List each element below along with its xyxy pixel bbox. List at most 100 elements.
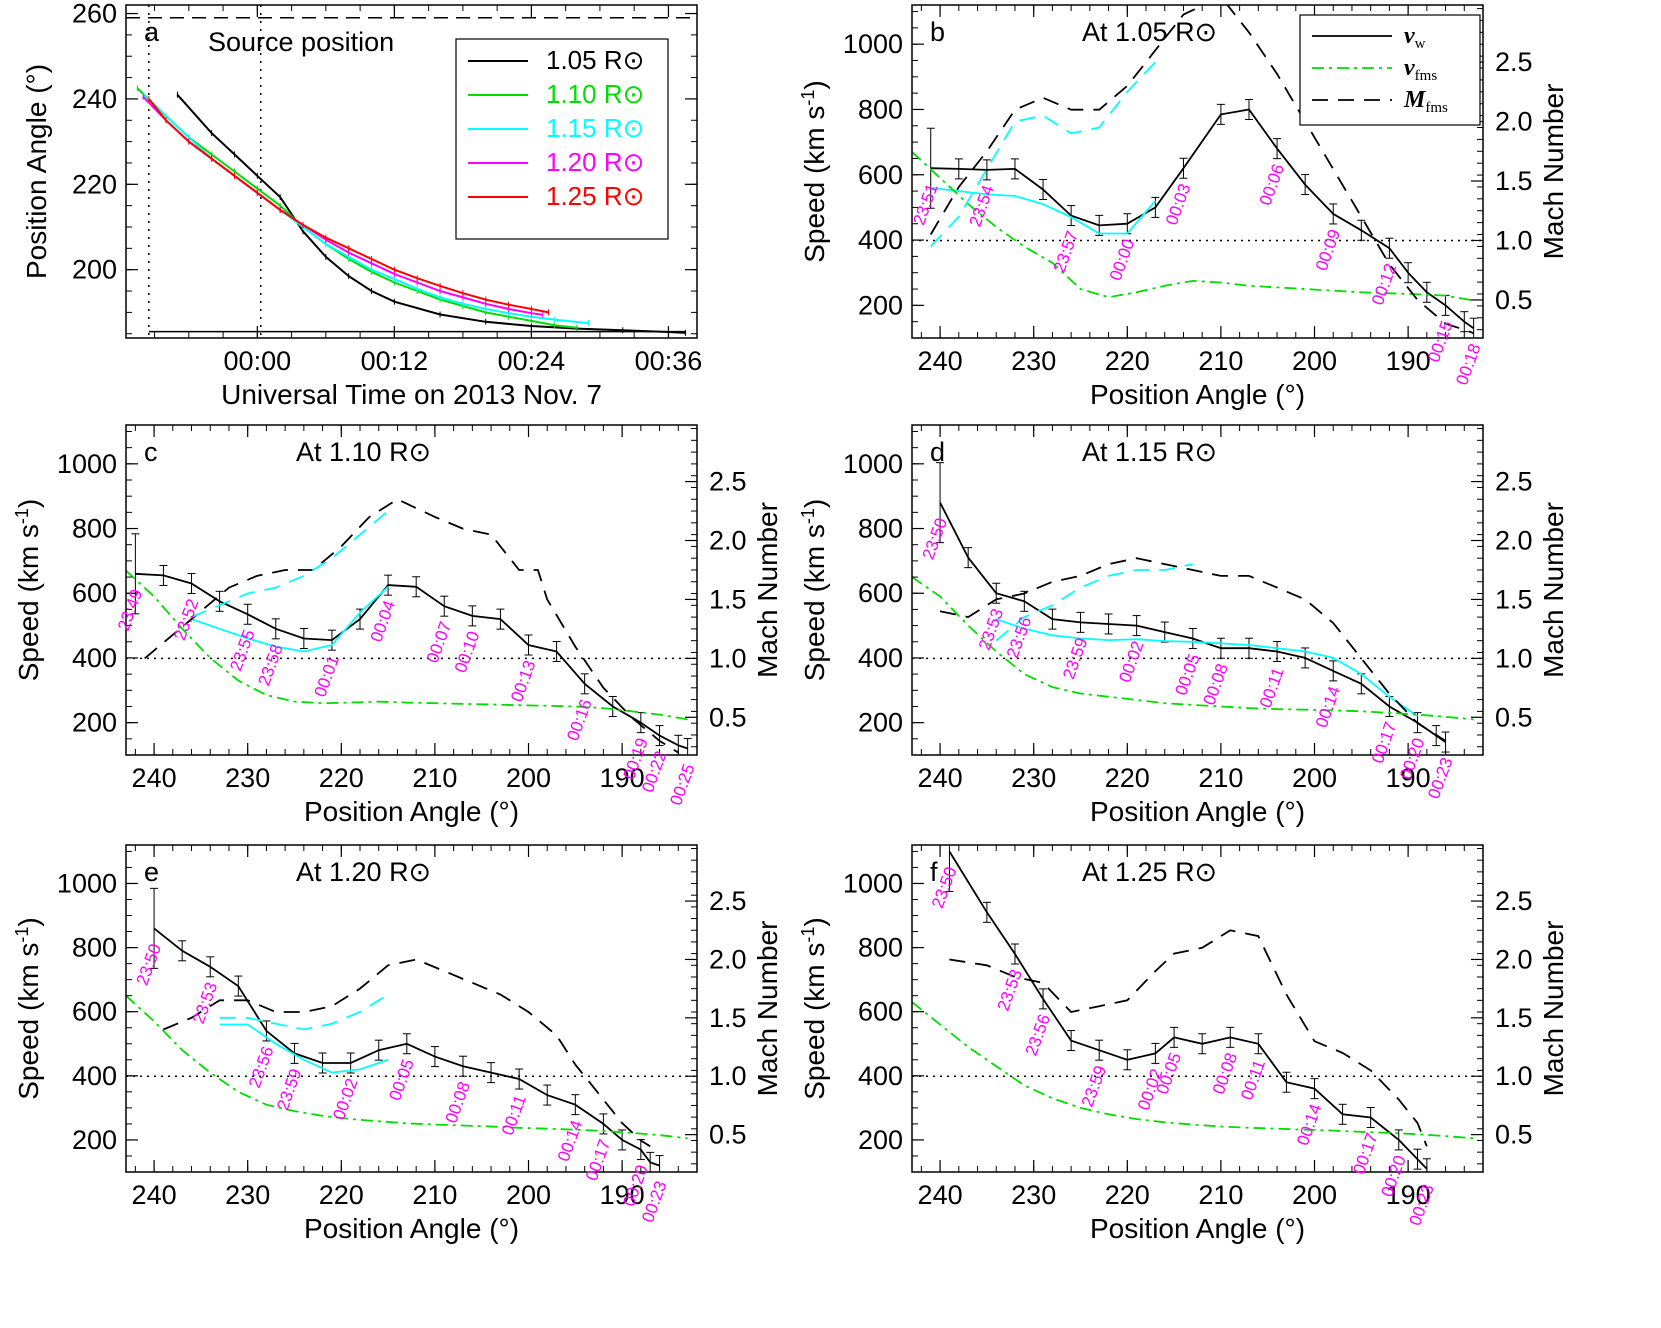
- y2-tick-label: 2.5: [1495, 886, 1533, 916]
- y2-tick-label: 0.5: [1495, 1120, 1533, 1150]
- y-tick-label: 600: [72, 997, 117, 1027]
- time-label: 00:06: [1256, 162, 1288, 208]
- legend-label: 1.15 R⊙: [546, 113, 644, 143]
- time-label: 00:00: [1106, 237, 1138, 283]
- x-axis-label: Position Angle (°): [1090, 796, 1305, 827]
- y-tick-label: 800: [858, 514, 903, 544]
- y2-tick-label: 1.5: [1495, 1003, 1533, 1033]
- y2-tick-label: 0.5: [709, 1120, 747, 1150]
- y-tick-label: 200: [858, 1125, 903, 1155]
- y2-tick-label: 1.5: [709, 584, 747, 614]
- y2-tick-label: 2.5: [1495, 47, 1533, 77]
- x-tick-label: 210: [1198, 763, 1243, 793]
- y-tick-label: 260: [72, 0, 117, 29]
- series-line-vw: [135, 572, 688, 750]
- time-label: 00:08: [1200, 661, 1232, 707]
- legend-box: [455, 38, 669, 240]
- y2-tick-label: 1.5: [709, 1003, 747, 1033]
- time-label: 00:25: [666, 761, 698, 807]
- y-tick-label: 200: [72, 255, 117, 285]
- y-tick-label: 1000: [57, 868, 117, 898]
- axes-frame: [911, 4, 1484, 339]
- y2-tick-label: 2.0: [709, 944, 747, 974]
- series-line-Mfms: [949, 929, 1428, 1147]
- y-tick-label: 600: [72, 578, 117, 608]
- axes-frame: [125, 4, 698, 339]
- time-label: 23:53: [994, 967, 1026, 1013]
- axes-frame: [125, 424, 698, 756]
- y2-tick-label: 1.0: [1495, 1061, 1533, 1091]
- y2-tick-label: 2.5: [709, 886, 747, 916]
- x-tick-label: 220: [1105, 346, 1150, 376]
- axes-frame: [911, 844, 1484, 1173]
- y-tick-label: 800: [858, 94, 903, 124]
- time-label: 23:59: [1078, 1063, 1110, 1109]
- y-tick-label: 400: [858, 643, 903, 673]
- x-tick-label: 200: [1292, 763, 1337, 793]
- y-tick-label: 400: [72, 643, 117, 673]
- time-label: 00:10: [451, 629, 483, 675]
- x-tick-label: 210: [1198, 1180, 1243, 1210]
- y2-axis-label: Mach Number: [1538, 84, 1569, 260]
- y2-tick-label: 1.5: [1495, 166, 1533, 196]
- x-tick-label: 210: [1198, 346, 1243, 376]
- x-tick-label: 240: [132, 763, 177, 793]
- y-tick-label: 200: [72, 1125, 117, 1155]
- x-tick-label: 220: [1105, 763, 1150, 793]
- y-tick-label: 600: [858, 997, 903, 1027]
- series-line-1: [136, 87, 578, 329]
- y2-axis-label: Mach Number: [752, 502, 783, 678]
- time-label: 00:07: [423, 619, 455, 665]
- x-tick-label: 190: [1386, 1180, 1431, 1210]
- y-tick-label: 1000: [843, 29, 903, 59]
- series-line-vfms: [126, 995, 688, 1140]
- y-axis-label: Speed (km s-1): [12, 499, 44, 682]
- legend-label: 1.20 R⊙: [546, 147, 644, 177]
- legend-box: [1299, 14, 1481, 126]
- panel-c: 240 230 220 210 200 190 200 400 600 800 1000 0.5 1.0…: [12, 424, 783, 827]
- y2-tick-label: 1.0: [1495, 225, 1533, 255]
- series-line-Mcyan: [995, 563, 1193, 642]
- series-line-cyan: [191, 586, 389, 653]
- x-tick-label: 220: [1105, 1180, 1150, 1210]
- time-label: 00:08: [442, 1079, 474, 1125]
- y-tick-label: 240: [72, 84, 117, 114]
- series-line-cyan: [995, 618, 1419, 717]
- axes-frame: [125, 844, 698, 1173]
- y-tick-label: 400: [72, 1061, 117, 1091]
- time-label: 23:53: [975, 606, 1007, 652]
- y2-axis-label: Mach Number: [1538, 921, 1569, 1097]
- annotation: Source position: [208, 27, 394, 57]
- time-label: 00:08: [1209, 1050, 1241, 1096]
- y-tick-label: 400: [858, 1061, 903, 1091]
- y-axis-label: Speed (km s-1): [798, 80, 830, 263]
- y-tick-label: 800: [72, 933, 117, 963]
- panel-letter: e: [144, 857, 159, 887]
- y2-tick-label: 0.5: [1495, 285, 1533, 315]
- legend-label: 1.10 R⊙: [546, 79, 644, 109]
- panel-f: 240 230 220 210 200 190 200 400 600 800 1000 0.5 1.0…: [798, 844, 1569, 1244]
- time-label: 00:01: [311, 653, 343, 699]
- time-label: 00:11: [1256, 665, 1288, 710]
- panel-letter: f: [930, 857, 938, 887]
- x-tick-label: 190: [1386, 346, 1431, 376]
- time-label: 00:16: [563, 697, 595, 743]
- series-line-cyan: [930, 186, 1157, 235]
- y2-tick-label: 1.0: [709, 1061, 747, 1091]
- x-tick-label: 00:36: [635, 346, 703, 376]
- panel-letter: b: [930, 17, 945, 47]
- series-line-Mcyan: [930, 61, 1157, 248]
- x-axis-label: Position Angle (°): [304, 796, 519, 827]
- series-line-Mfms: [144, 498, 679, 754]
- time-label: 00:03: [1162, 181, 1194, 227]
- time-label: 00:17: [1349, 1130, 1381, 1176]
- time-label: 00:17: [582, 1137, 614, 1183]
- x-tick-label: 240: [918, 763, 963, 793]
- time-label: 00:14: [554, 1118, 586, 1164]
- x-tick-label: 00:00: [224, 346, 292, 376]
- x-tick-label: 190: [600, 1180, 645, 1210]
- y2-tick-label: 1.0: [709, 643, 747, 673]
- x-tick-label: 240: [918, 1180, 963, 1210]
- y2-axis-label: Mach Number: [752, 921, 783, 1097]
- time-label: 00:11: [498, 1093, 530, 1138]
